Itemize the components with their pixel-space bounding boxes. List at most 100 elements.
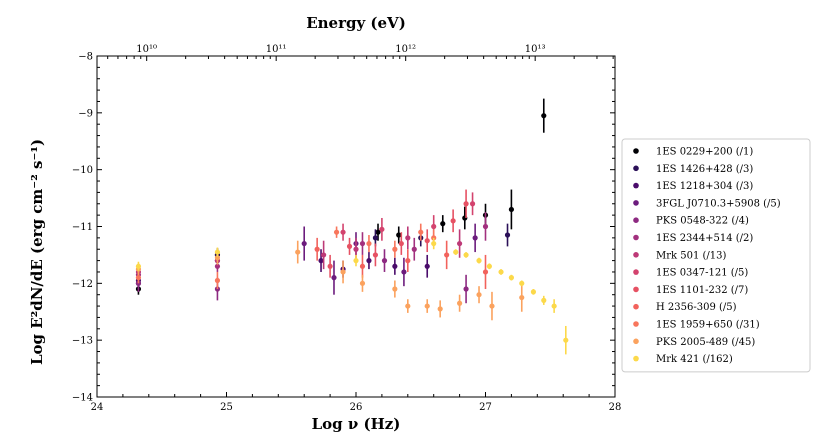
data-point <box>366 258 372 264</box>
legend-marker <box>633 252 639 258</box>
data-point <box>431 223 437 230</box>
legend-label: Mrk 501 (/13) <box>656 250 727 261</box>
plot-frame <box>96 55 616 398</box>
legend-label: 1ES 1426+428 (/3) <box>656 164 753 175</box>
y-tick-label: −9 <box>78 108 93 119</box>
data-point <box>318 258 324 264</box>
legend: 1ES 0229+200 (/1) 1ES 1426+428 (/3) 1ES 12… <box>621 138 811 373</box>
data-point <box>450 218 456 224</box>
axes: 24 25 26 27 28 −14 −13 −12 −11 −10 −9 −8 10¹⁰ 10¹¹ 10¹… <box>72 44 621 413</box>
y-tick-label: −14 <box>72 393 93 404</box>
plot-area <box>135 98 569 355</box>
top-tick-label: 10¹⁰ <box>136 44 157 55</box>
data-point <box>392 286 398 292</box>
legend-label: H 2356-309 (/5) <box>656 302 737 313</box>
data-point <box>541 297 547 303</box>
data-point <box>321 252 327 258</box>
legend-label: 1ES 1959+650 (/31) <box>656 320 760 331</box>
data-point <box>424 238 430 244</box>
series-9 <box>314 237 489 290</box>
data-point <box>314 246 320 252</box>
data-point <box>214 255 221 261</box>
data-point <box>457 240 463 247</box>
legend-marker <box>633 303 639 310</box>
data-point <box>469 201 476 207</box>
data-point <box>463 201 469 207</box>
series-10 <box>135 223 437 290</box>
data-point <box>489 303 495 309</box>
x-tick-label: 24 <box>91 402 104 413</box>
y-tick-label: −10 <box>72 165 93 176</box>
data-point <box>353 258 359 264</box>
data-point <box>530 289 537 295</box>
data-point <box>405 303 411 309</box>
data-point <box>424 303 430 309</box>
series-5 <box>135 212 489 281</box>
data-point <box>482 269 489 275</box>
data-point <box>340 269 346 275</box>
x-tick-label: 26 <box>350 402 363 413</box>
data-point <box>372 252 379 258</box>
data-point <box>359 263 366 269</box>
data-point <box>508 206 514 213</box>
data-point <box>135 275 142 281</box>
top-tick-label: 10¹² <box>395 44 416 55</box>
legend-label: 1ES 2344+514 (/2) <box>656 233 753 244</box>
legend-marker <box>633 148 639 154</box>
data-point <box>476 292 482 298</box>
data-point <box>346 243 353 249</box>
legend-marker <box>633 200 639 206</box>
data-point <box>508 275 514 281</box>
y-tick-label: −8 <box>78 52 93 63</box>
legend-label: Mrk 421 (/162) <box>656 354 733 365</box>
x-tick-label: 28 <box>609 402 622 413</box>
legend-marker <box>633 165 639 172</box>
legend-label: PKS 2005-489 (/45) <box>656 337 755 348</box>
data-point <box>519 280 525 286</box>
data-point <box>333 229 340 235</box>
data-point <box>498 269 504 275</box>
data-point <box>463 252 469 258</box>
data-point <box>453 249 459 255</box>
data-point <box>340 229 346 235</box>
legend-marker <box>633 321 639 327</box>
data-point <box>379 226 385 232</box>
data-point <box>353 246 359 252</box>
data-point <box>504 232 511 238</box>
data-point <box>214 249 221 255</box>
legend-marker <box>633 182 639 189</box>
legend-label: 1ES 0229+200 (/1) <box>656 147 753 158</box>
series-2 <box>135 249 430 287</box>
y-axis-title: Log E²dN/dE (erg cm⁻² s⁻¹) <box>28 139 46 365</box>
data-point <box>437 306 443 312</box>
data-point <box>541 113 547 119</box>
series-4 <box>135 249 469 304</box>
data-point <box>457 300 463 306</box>
data-point <box>411 246 417 252</box>
y-tick-label: −12 <box>72 279 93 290</box>
data-point <box>472 235 478 241</box>
data-point <box>359 280 366 286</box>
data-point <box>563 337 569 343</box>
legend-marker <box>633 217 639 223</box>
legend-label: 1ES 1218+304 (/3) <box>656 181 753 192</box>
x-axis-title: Log ν (Hz) <box>312 415 401 433</box>
data-point <box>418 229 424 235</box>
data-point <box>396 232 402 238</box>
legend-marker <box>633 234 639 241</box>
data-point <box>444 252 450 258</box>
data-point <box>135 263 142 269</box>
data-point <box>301 240 307 247</box>
data-point <box>366 240 372 247</box>
data-point <box>440 221 446 227</box>
data-point <box>482 223 489 230</box>
top-axis-title: Energy (eV) <box>306 14 406 32</box>
legend-box <box>621 138 811 373</box>
legend-label: 1ES 0347-121 (/5) <box>656 268 748 279</box>
data-point <box>398 240 404 247</box>
top-tick-label: 10¹¹ <box>266 44 287 55</box>
legend-marker <box>633 286 639 293</box>
data-point <box>375 229 381 235</box>
data-point <box>551 303 557 309</box>
